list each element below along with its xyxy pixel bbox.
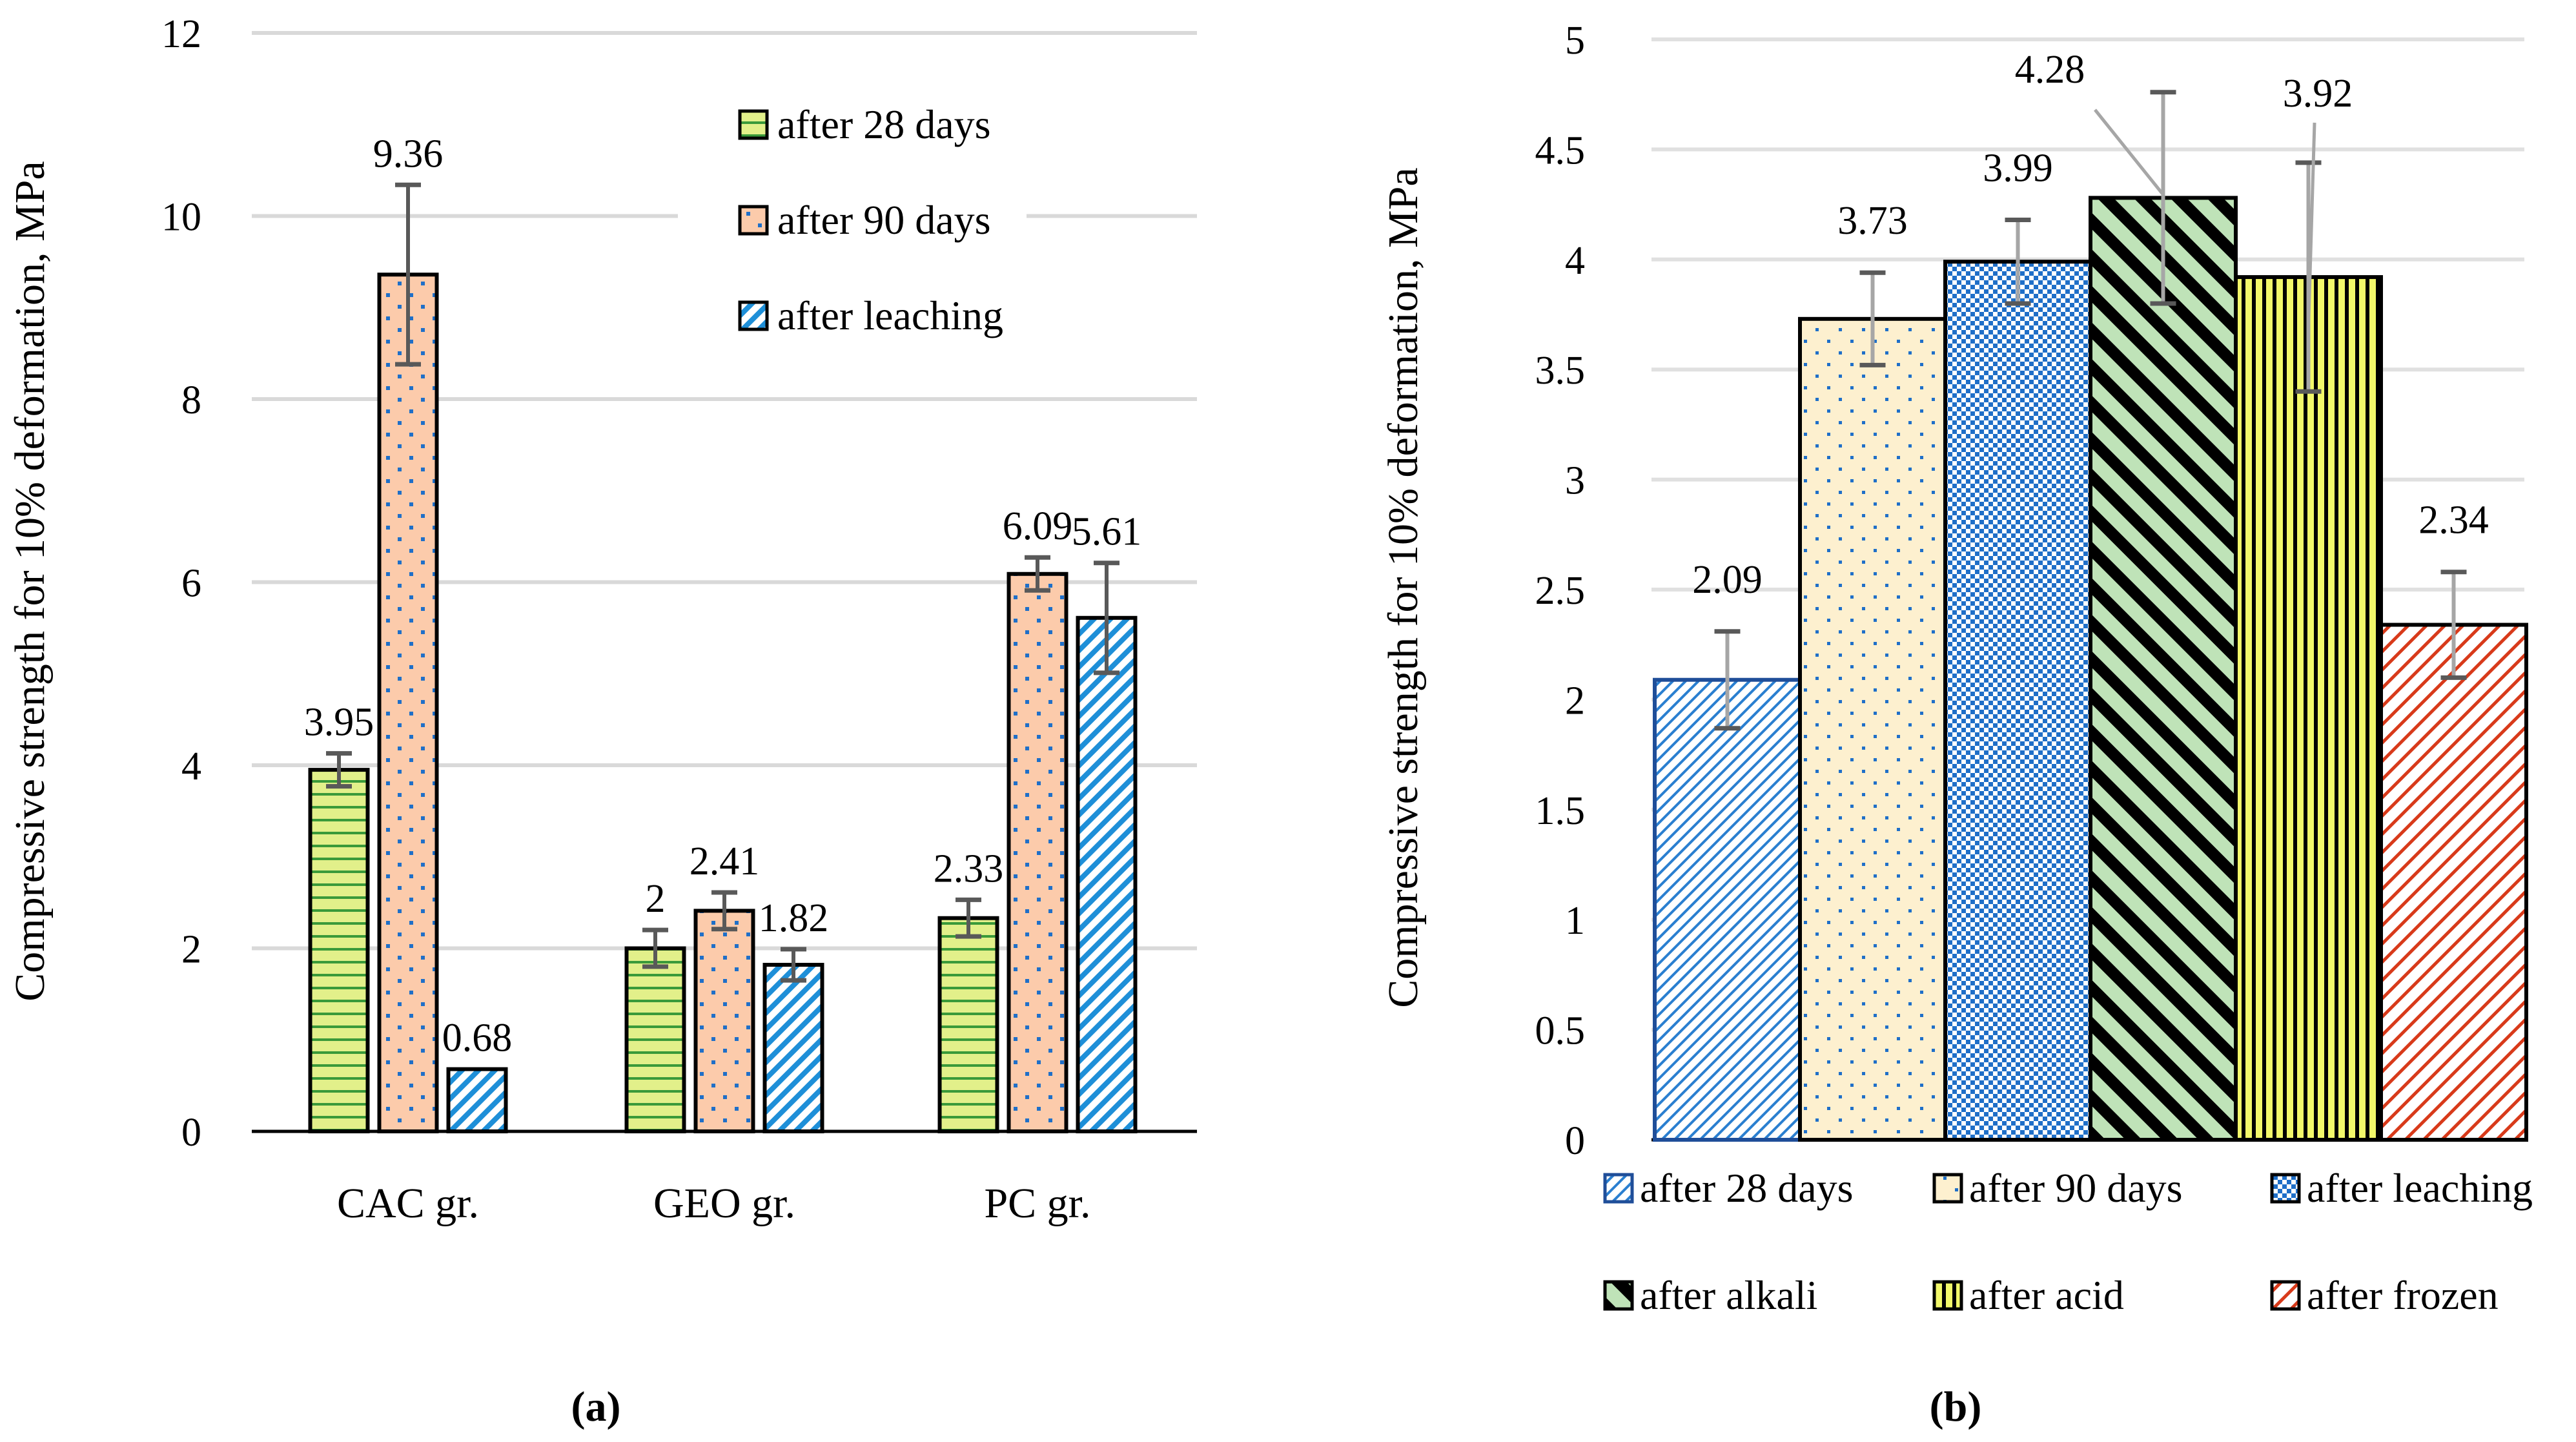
- bar-after-28-days: [308, 768, 370, 1133]
- data-label: 3.73: [1837, 199, 1908, 243]
- chart-b: 0 0.5 1 1.5 2 2.5 3 3.5 4 4.5 5 2.09 3.73 3.99 4.28 3.9…: [1535, 19, 2533, 1318]
- y-tick-label: 8: [181, 378, 201, 422]
- leader-line: [2094, 108, 2165, 196]
- y-tick-label: 2: [1565, 679, 1585, 723]
- data-label: 2.41: [690, 839, 760, 883]
- bar-after-90-days: [1798, 316, 1947, 1142]
- y-tick-label: 4.5: [1535, 129, 1586, 172]
- data-label: 6.09: [1003, 504, 1073, 548]
- legend-swatch: [738, 109, 769, 140]
- y-tick-label: 0.5: [1535, 1009, 1586, 1053]
- bar-after-leaching: [446, 1067, 508, 1133]
- legend-label: after 90 days: [777, 197, 991, 243]
- bar-after-90-days: [693, 909, 755, 1133]
- y-tick-label: 10: [161, 196, 201, 240]
- legend-swatch: [1603, 1280, 1634, 1311]
- bar-after-leaching: [1076, 615, 1138, 1133]
- legend-swatch: [738, 300, 769, 331]
- chart-a-ylabel: Compressive strength for 10% deformation…: [6, 161, 54, 1001]
- legend-label: after 28 days: [777, 101, 991, 147]
- data-label: 9.36: [373, 132, 444, 176]
- x-tick-label: PC gr.: [984, 1180, 1090, 1227]
- legend-swatch: [1932, 1173, 1963, 1204]
- data-label: 2.34: [2418, 499, 2489, 542]
- legend-swatch: [1603, 1173, 1634, 1204]
- bar-after-acid: [2234, 275, 2383, 1142]
- data-label: 3.99: [1983, 146, 2053, 190]
- bar-after-90-days: [1007, 572, 1068, 1133]
- data-label: 0.68: [442, 1016, 513, 1060]
- y-tick-label: 1: [1565, 899, 1585, 943]
- legend-label: after leaching: [777, 293, 1003, 338]
- y-tick-label: 0: [181, 1111, 201, 1155]
- legend-bg: [678, 291, 1027, 349]
- x-tick-label: CAC gr.: [337, 1180, 479, 1227]
- legend-label: after 28 days: [1640, 1165, 1854, 1211]
- y-tick-label: 1.5: [1535, 789, 1586, 833]
- y-tick-label: 0: [1565, 1119, 1585, 1163]
- data-label: 2.33: [934, 847, 1004, 891]
- y-tick-label: 4: [1565, 239, 1585, 283]
- y-tick-label: 4: [181, 745, 201, 788]
- data-label: 2: [646, 877, 666, 921]
- y-tick-label: 6: [181, 562, 201, 606]
- y-tick-label: 3.5: [1535, 349, 1586, 393]
- bar-after-28-days: [624, 946, 686, 1133]
- chart-b-ylabel: Compressive strength for 10% deformation…: [1380, 167, 1427, 1007]
- bar-after-frozen: [2379, 623, 2528, 1142]
- leader-line: [2307, 122, 2316, 329]
- legend-swatch: [2270, 1173, 2301, 1204]
- y-tick-label: 2.5: [1535, 569, 1586, 613]
- data-label: 2.09: [1692, 558, 1763, 602]
- legend-label: after acid: [1969, 1272, 2124, 1318]
- legend-label: after leaching: [2307, 1165, 2533, 1211]
- legend-bg: [678, 195, 1027, 253]
- x-tick-label: GEO gr.: [653, 1180, 795, 1227]
- legend-swatch: [1932, 1280, 1963, 1311]
- data-label: 3.92: [2283, 72, 2353, 116]
- data-label: 1.82: [759, 896, 829, 940]
- legend-label: after alkali: [1640, 1272, 1817, 1318]
- chart-a-panel-label: (a): [571, 1383, 621, 1430]
- bar-after-90-days: [377, 273, 439, 1134]
- bar-after-28-days: [937, 916, 999, 1134]
- legend-label: after 90 days: [1969, 1165, 2183, 1211]
- legend-label: after frozen: [2307, 1272, 2499, 1318]
- y-tick-label: 5: [1565, 19, 1585, 63]
- legend-bg: [678, 99, 1027, 158]
- chart-b-panel-label: (b): [1930, 1383, 1982, 1430]
- legend-swatch: [2270, 1280, 2301, 1311]
- bar-after-leaching: [1943, 260, 2092, 1142]
- bar-after-alkali: [2089, 196, 2238, 1142]
- bar-after-28-days: [1653, 677, 1802, 1142]
- y-tick-label: 2: [181, 928, 201, 972]
- data-label: 5.61: [1072, 510, 1142, 554]
- y-tick-label: 3: [1565, 459, 1585, 503]
- chart-a: 0 2 4 6 8 10 12 CAC gr. 3.95 9.36 0.68 GEO gr. 2 2.41…: [161, 12, 1197, 1227]
- data-label: 4.28: [2015, 48, 2085, 92]
- bar-after-leaching: [762, 963, 824, 1133]
- legend-swatch: [738, 205, 769, 236]
- data-label: 3.95: [304, 701, 374, 745]
- y-tick-label: 12: [161, 12, 201, 56]
